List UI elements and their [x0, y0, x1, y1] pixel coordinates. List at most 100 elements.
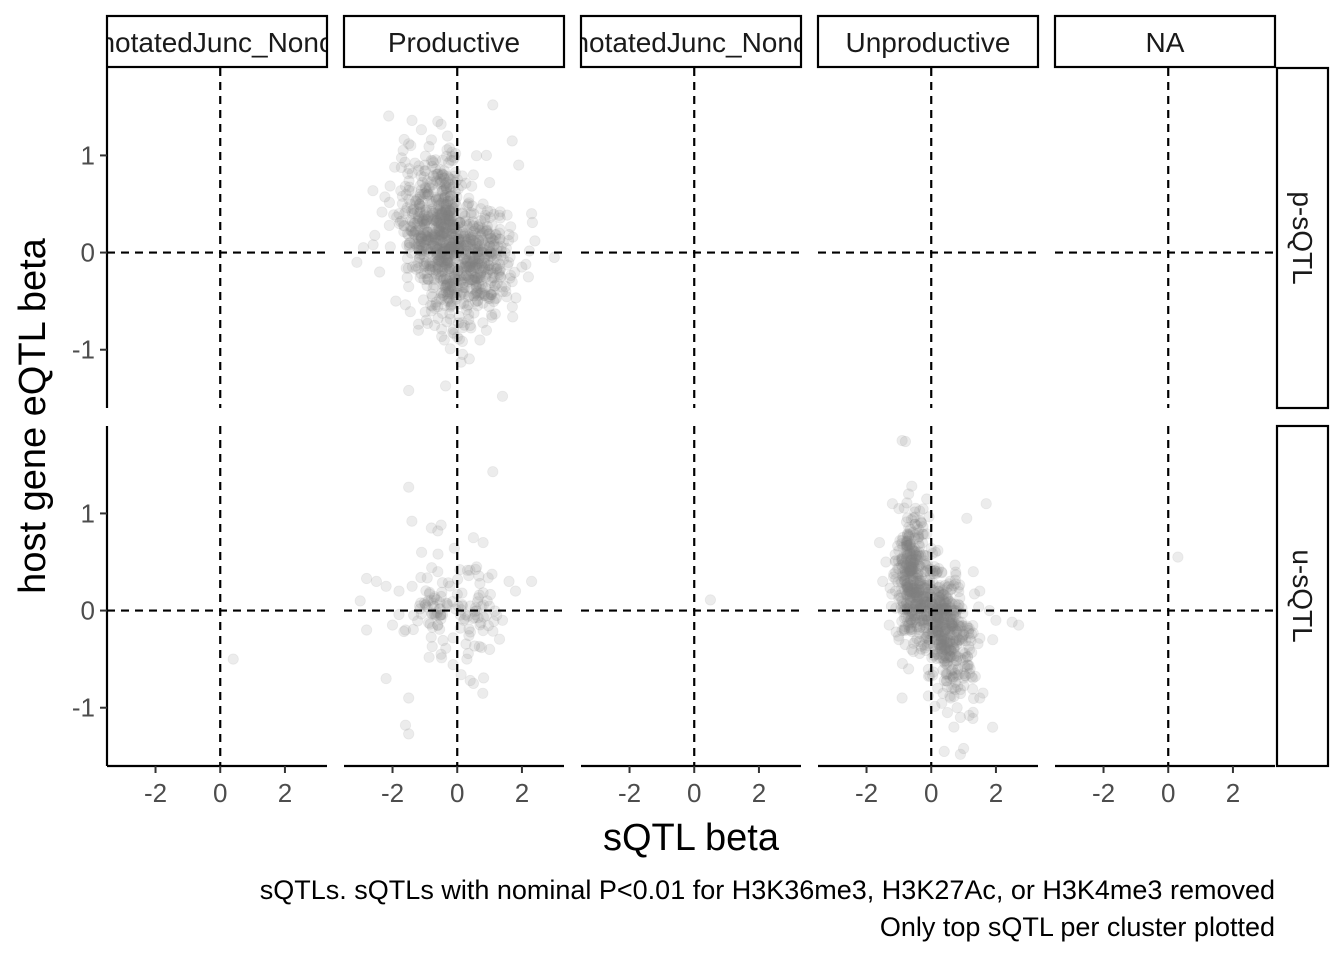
data-point: [504, 272, 516, 284]
data-point: [500, 242, 512, 254]
data-point: [475, 203, 487, 215]
data-point: [444, 580, 456, 592]
data-point: [409, 217, 421, 229]
data-point: [441, 170, 454, 182]
data-point: [485, 288, 497, 301]
data-point: [422, 234, 435, 246]
data-point: [440, 198, 453, 210]
data-point: [440, 274, 452, 286]
data-point: [495, 271, 507, 283]
data-point: [383, 219, 395, 231]
data-point: [380, 672, 392, 685]
data-point: [936, 590, 948, 602]
data-point: [488, 272, 500, 284]
data-point: [441, 227, 453, 239]
data-point: [415, 170, 427, 182]
data-point: [440, 217, 452, 229]
data-point: [418, 267, 431, 280]
data-point: [434, 226, 446, 238]
x-tick-label: 2: [1226, 778, 1240, 808]
data-point: [419, 230, 431, 242]
data-point: [466, 262, 479, 274]
data-point: [507, 311, 519, 323]
data-point: [429, 229, 441, 241]
data-point: [987, 634, 999, 646]
data-point: [403, 184, 415, 197]
data-point: [433, 199, 445, 211]
data-point: [486, 219, 498, 231]
data-point: [420, 214, 432, 226]
data-point: [438, 279, 450, 291]
data-point: [394, 216, 407, 228]
data-point: [425, 209, 437, 221]
data-point: [469, 262, 481, 274]
data-point: [961, 512, 973, 524]
row-strip-label: u-sQTL: [1287, 549, 1318, 642]
data-point: [466, 180, 478, 192]
data-point: [525, 208, 538, 220]
data-point: [436, 185, 448, 197]
data-point: [475, 271, 488, 283]
data-point: [489, 279, 501, 292]
data-point: [477, 225, 490, 237]
data-point: [491, 263, 503, 275]
data-point: [432, 229, 444, 241]
data-point: [421, 273, 433, 285]
data-point: [437, 279, 449, 291]
data-point: [458, 288, 470, 300]
data-point: [482, 266, 494, 278]
data-point: [431, 241, 443, 254]
data-point: [419, 233, 432, 245]
data-point: [463, 290, 475, 302]
data-point: [443, 214, 455, 226]
data-point: [421, 279, 433, 292]
data-point: [421, 267, 433, 279]
data-point: [383, 196, 395, 208]
data-point: [396, 190, 408, 202]
data-point: [432, 254, 444, 266]
data-point: [430, 245, 442, 257]
data-point: [480, 225, 493, 237]
data-point: [447, 282, 459, 294]
data-point: [485, 230, 497, 242]
data-point: [477, 261, 489, 274]
data-point: [951, 631, 963, 644]
data-point: [456, 587, 468, 599]
data-point: [465, 274, 477, 286]
y-axis-title: host gene eQTL beta: [12, 237, 54, 593]
x-tick-label: 0: [450, 778, 464, 808]
data-point: [470, 237, 482, 249]
data-point: [403, 181, 416, 193]
data-point: [426, 160, 438, 172]
data-point: [443, 248, 456, 260]
data-point: [436, 233, 448, 245]
data-point: [437, 289, 449, 301]
data-point: [360, 624, 373, 636]
data-point: [880, 556, 892, 568]
data-point: [426, 264, 438, 276]
data-point: [444, 296, 456, 308]
data-point: [432, 566, 444, 578]
data-point: [435, 230, 447, 242]
data-point: [441, 264, 454, 276]
data-point: [479, 257, 491, 269]
data-point: [954, 711, 967, 724]
data-point: [405, 140, 417, 152]
data-point: [469, 608, 481, 621]
data-point: [434, 177, 446, 189]
data-point: [433, 217, 445, 229]
data-point: [407, 203, 419, 215]
data-point: [487, 248, 499, 260]
data-point: [420, 257, 432, 269]
data-point: [473, 252, 485, 264]
data-point: [455, 269, 468, 281]
data-point: [429, 234, 441, 246]
data-point: [470, 223, 482, 235]
data-point: [426, 621, 439, 633]
data-point: [427, 237, 439, 250]
data-point: [938, 745, 950, 758]
data-point: [445, 241, 458, 253]
data-point: [459, 260, 471, 272]
data-point: [445, 241, 457, 253]
data-point: [496, 614, 509, 626]
